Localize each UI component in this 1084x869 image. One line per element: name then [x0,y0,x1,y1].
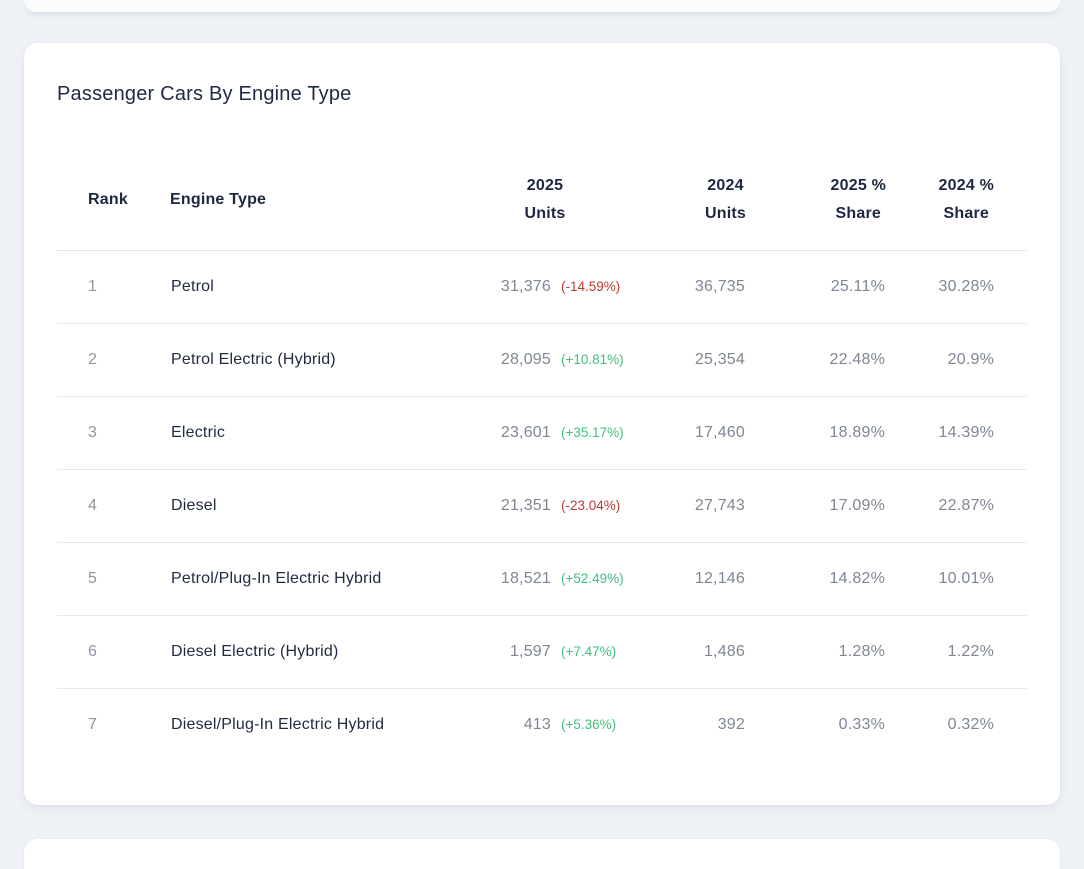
share-2025-cell: 17.09% [829,496,885,514]
engine-type-cell: Petrol Electric (Hybrid) [171,350,336,368]
units-change-cell: (+10.81%) [561,352,624,367]
header-rank: Rank [88,190,128,208]
header-engine-type: Engine Type [170,190,267,208]
units-2024-cell: 392 [717,715,745,733]
units-change-cell: (+5.36%) [561,717,617,733]
share-2025-cell: 14.82% [829,569,885,587]
rank-cell: 7 [88,715,98,733]
units-2025-cell: 23,601 [500,423,551,441]
engine-type-cell: Petrol [171,277,214,295]
units-2024-cell: 36,735 [694,277,745,295]
rank-cell: 6 [88,642,98,660]
header-units-2024: 2024 Units [705,176,746,222]
share-2024-cell: 1.22% [947,642,994,660]
header-share-2024: 2024 % Share [938,176,994,222]
units-2024-cell: 27,743 [694,496,745,514]
units-2025-cell: 18,521 [500,569,551,587]
units-2025-cell: 28,095 [500,350,551,368]
rank-cell: 3 [88,423,98,441]
engine-type-table: Rank Engine Type 2025 Units 2024 Units [57,106,1027,761]
table-header-row: Rank Engine Type 2025 Units 2024 Units [57,106,1027,250]
engine-type-cell: Electric [171,423,226,441]
table-row: 7 Diesel/Plug-In Electric Hybrid 413 (+5… [57,688,1027,761]
engine-type-cell: Diesel/Plug-In Electric Hybrid [171,715,385,733]
engine-type-cell: Petrol/Plug-In Electric Hybrid [171,569,382,587]
share-2024-cell: 22.87% [938,496,994,514]
units-2024-cell: 25,354 [694,350,745,368]
units-2024-cell: 17,460 [694,423,745,441]
previous-card-bottom-edge [24,0,1060,12]
units-2025-cell: 31,376 [500,277,551,295]
table-row: 1 Petrol 31,376 (-14.59%) 36,735 25.11% … [57,250,1027,323]
share-2025-cell: 18.89% [829,423,885,441]
header-units-2025: 2025 Units [524,176,566,222]
units-change-cell: (-14.59%) [561,279,621,294]
units-2025-cell: 21,351 [500,496,551,514]
rank-cell: 2 [88,350,98,368]
share-2025-cell: 1.28% [838,642,885,660]
share-2024-cell: 10.01% [938,569,994,587]
units-2025-cell: 413 [523,715,551,733]
passenger-cars-card: Passenger Cars By Engine Type Rank Engin… [24,43,1060,805]
units-2025-cell: 1,597 [509,642,551,660]
rank-cell: 1 [88,277,98,295]
share-2025-cell: 22.48% [829,350,885,368]
share-2024-cell: 0.32% [947,715,994,733]
table-row: 5 Petrol/Plug-In Electric Hybrid 18,521 … [57,542,1027,615]
units-change-cell: (-23.04%) [561,498,621,513]
share-2024-cell: 14.39% [938,423,994,441]
engine-type-cell: Diesel [171,496,217,514]
units-change-cell: (+52.49%) [561,571,624,586]
share-2024-cell: 20.9% [947,350,994,368]
units-2024-cell: 12,146 [694,569,745,587]
units-2024-cell: 1,486 [703,642,745,660]
units-change-cell: (+7.47%) [561,644,617,659]
engine-type-cell: Diesel Electric (Hybrid) [171,642,339,660]
share-2025-cell: 0.33% [838,715,885,733]
rank-cell: 5 [88,569,98,587]
next-card-top-edge [24,839,1060,869]
units-change-cell: (+35.17%) [561,425,624,440]
share-2024-cell: 30.28% [938,277,994,295]
header-share-2025: 2025 % Share [830,176,886,222]
table-row: 6 Diesel Electric (Hybrid) 1,597 (+7.47%… [57,615,1027,688]
table-row: 3 Electric 23,601 (+35.17%) 17,460 18.89… [57,396,1027,469]
table-row: 4 Diesel 21,351 (-23.04%) 27,743 17.09% … [57,469,1027,542]
rank-cell: 4 [88,496,98,514]
card-title: Passenger Cars By Engine Type [57,83,352,105]
share-2025-cell: 25.11% [830,277,885,295]
table-row: 2 Petrol Electric (Hybrid) 28,095 (+10.8… [57,323,1027,396]
